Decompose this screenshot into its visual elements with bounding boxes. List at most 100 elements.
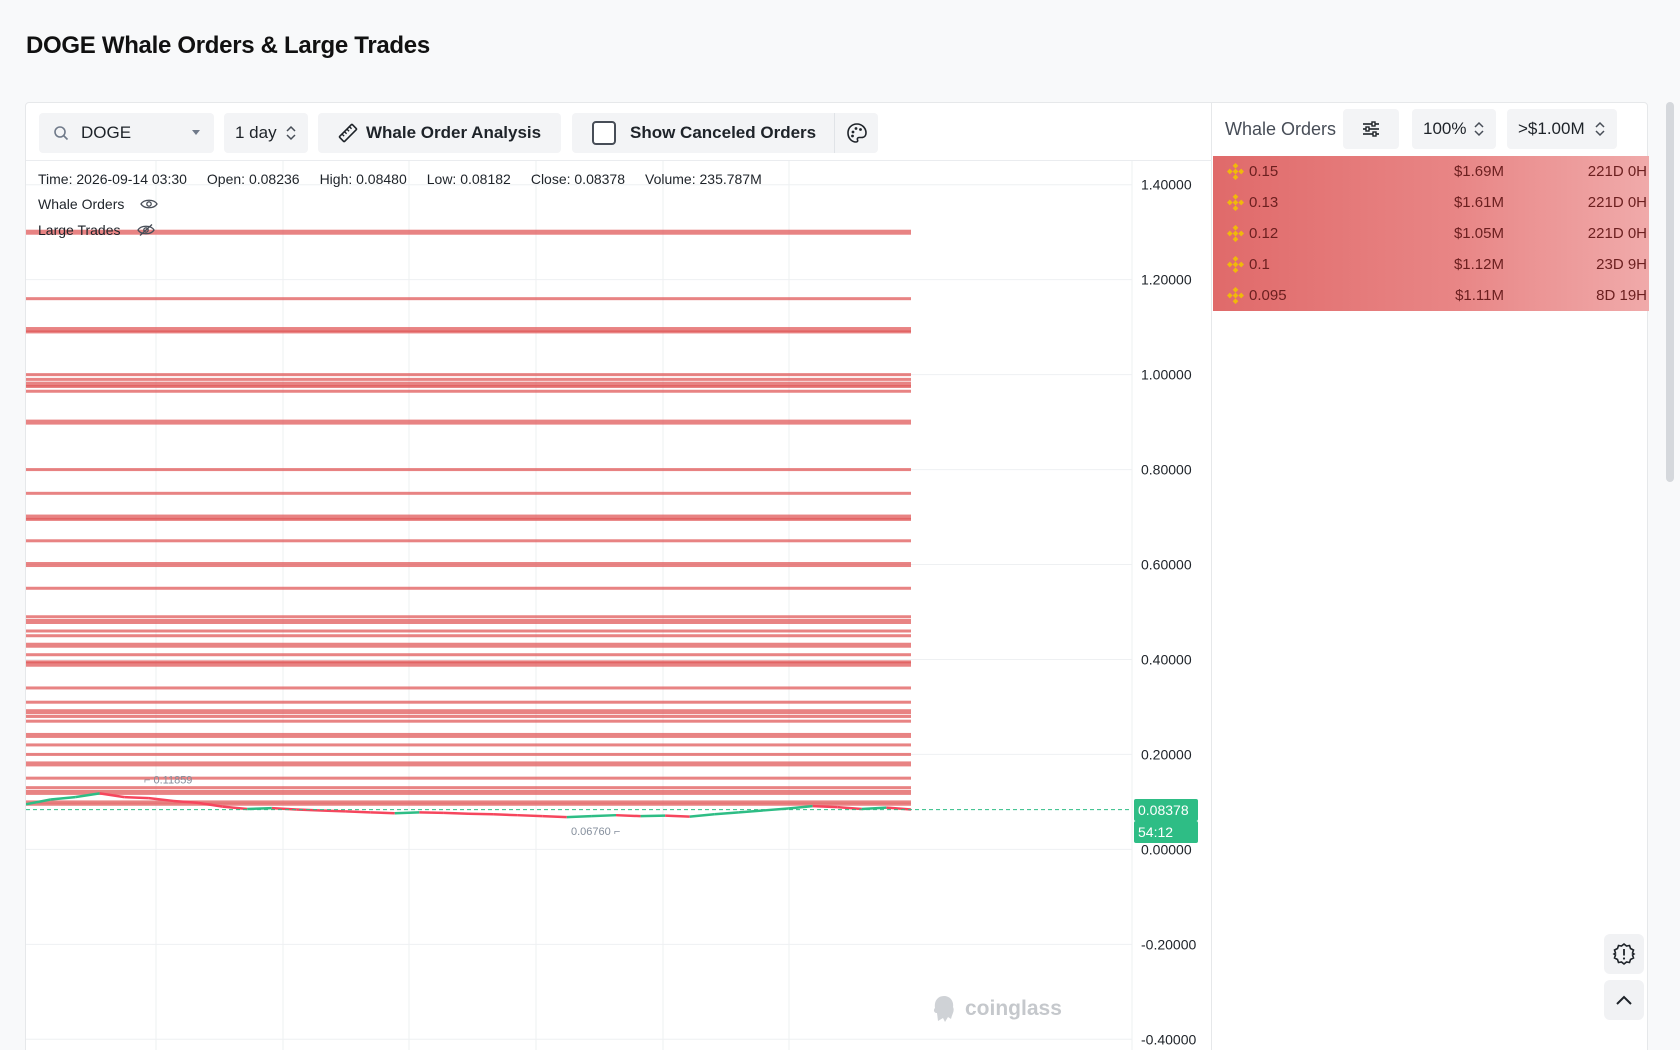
binance-icon: [1227, 225, 1244, 242]
whale-order-bar: [26, 686, 911, 690]
whale-order-bar: [26, 389, 911, 393]
legend-large-trades[interactable]: Large Trades: [38, 222, 155, 238]
price-segment: [124, 795, 149, 800]
analysis-label: Whale Order Analysis: [366, 123, 542, 142]
price-segment: [247, 806, 272, 811]
binance-icon: [1227, 194, 1244, 211]
whale-order-row[interactable]: 0.095 $1.11M 8D 19H: [1213, 280, 1649, 311]
price-segment: [665, 814, 690, 818]
ohlc-high: High: 0.08480: [319, 171, 407, 187]
canceled-checkbox[interactable]: [592, 121, 616, 145]
y-tick-label: 0.80000: [1141, 462, 1192, 478]
price-segment: [370, 811, 395, 815]
price-segment: [517, 813, 543, 818]
eye-off-icon[interactable]: [136, 223, 155, 237]
page-title: DOGE Whale Orders & Large Trades: [26, 32, 430, 59]
chart-plot[interactable]: 1.40000 1.20000 1.00000 0.80000 0.60000 0.400…: [26, 161, 1212, 1050]
whale-order-bar: [26, 800, 911, 804]
order-price: 0.1: [1249, 256, 1270, 273]
whale-order-list: 0.15 $1.69M 221D 0H 0.13 $1.61M 221D 0H 0.12 $1…: [1213, 156, 1649, 311]
whale-order-bar: [26, 385, 911, 388]
coinglass-watermark: coinglass: [931, 994, 1062, 1024]
whale-order-bar: [26, 634, 911, 638]
interval-value: 1 day: [235, 123, 277, 142]
chevron-up-icon: [1616, 995, 1632, 1005]
symbol-select[interactable]: DOGE: [39, 113, 214, 153]
price-segment: [591, 813, 617, 818]
order-age: 23D 9H: [1596, 256, 1647, 273]
y-tick-label: 1.00000: [1141, 367, 1192, 383]
whale-order-bar: [26, 514, 911, 520]
whale-order-bar: [26, 381, 911, 387]
whale-order-bar: [26, 297, 911, 301]
y-tick-label: 0.40000: [1141, 651, 1192, 667]
y-tick-label: 0.20000: [1141, 746, 1192, 762]
order-value: $1.12M: [1453, 256, 1504, 273]
coinglass-logo-icon: [933, 996, 954, 1022]
y-tick-label: 0.60000: [1141, 557, 1192, 573]
price-segment: [50, 795, 76, 801]
price-segment: [787, 804, 813, 810]
whale-orders-card: DOGE 1 day Whale Order Analysis Show Can…: [25, 102, 1649, 1050]
show-canceled-orders-toggle[interactable]: Show Canceled Orders: [572, 113, 834, 153]
whale-order-bar: [26, 653, 911, 657]
order-age: 221D 0H: [1587, 194, 1647, 211]
whale-order-row[interactable]: 0.13 $1.61M 221D 0H: [1213, 187, 1649, 218]
whale-order-bar: [26, 719, 911, 723]
ruler-icon: [338, 123, 358, 143]
whale-order-bar: [26, 752, 911, 756]
page-scrollbar[interactable]: [1666, 102, 1674, 482]
legend-large-trades-label: Large Trades: [38, 222, 121, 238]
ohlc-time: Time: 2026-09-14 03:30: [38, 171, 187, 187]
filter-settings-button[interactable]: [1343, 109, 1399, 149]
updown-icon: [286, 125, 296, 141]
feedback-button[interactable]: [1604, 934, 1644, 974]
whale-order-bar: [26, 562, 911, 568]
whale-order-bar: [26, 642, 911, 648]
high-marker: ⌐ 0.11859: [144, 774, 192, 786]
price-segment: [738, 809, 764, 814]
whale-order-row[interactable]: 0.15 $1.69M 221D 0H: [1213, 156, 1649, 187]
whale-order-analysis-button[interactable]: Whale Order Analysis: [318, 113, 561, 153]
whale-order-bar: [26, 714, 911, 718]
whale-order-bar: [26, 615, 911, 619]
ohlc-low: Low: 0.08182: [426, 171, 511, 187]
price-segment: [542, 814, 567, 819]
order-value: $1.05M: [1453, 225, 1504, 242]
eye-icon[interactable]: [140, 198, 159, 210]
min-value-select[interactable]: >$1.00M: [1507, 109, 1617, 149]
depth-percent-select[interactable]: 100%: [1412, 109, 1496, 149]
ohlc-volume: Volume: 235.787M: [645, 171, 762, 187]
whale-order-bar: [26, 743, 911, 747]
whale-order-row[interactable]: 0.1 $1.12M 23D 9H: [1213, 249, 1649, 280]
updown-icon: [1474, 121, 1484, 137]
watermark-text: coinglass: [965, 997, 1062, 1020]
whale-order-bar: [26, 229, 911, 235]
depth-percent-value: 100%: [1423, 119, 1467, 138]
price-segment: [812, 804, 838, 809]
whale-order-row[interactable]: 0.12 $1.05M 221D 0H: [1213, 218, 1649, 249]
whale-order-bar: [26, 629, 911, 633]
price-segment: [837, 805, 862, 811]
canceled-label: Show Canceled Orders: [630, 123, 817, 142]
whale-orders-header: Whale Orders 100% >$1.00M: [1213, 103, 1649, 156]
price-segment: [320, 809, 346, 813]
order-age: 8D 19H: [1596, 287, 1647, 304]
whale-order-bar: [26, 786, 911, 790]
scroll-top-button[interactable]: [1604, 980, 1644, 1020]
y-tick-label: 0.00000: [1141, 841, 1192, 857]
price-segment: [148, 796, 174, 803]
palette-button[interactable]: [834, 113, 878, 153]
price-segment: [197, 801, 223, 808]
order-value: $1.11M: [1455, 287, 1504, 304]
search-icon: [54, 126, 69, 141]
price-segment: [74, 792, 100, 799]
interval-select[interactable]: 1 day: [224, 113, 308, 153]
legend-whale-orders[interactable]: Whale Orders: [38, 196, 159, 212]
whale-order-bar: [26, 700, 911, 704]
price-segment: [861, 806, 887, 811]
binance-icon: [1227, 256, 1244, 273]
whale-order-bar: [26, 517, 911, 521]
whale-order-bar: [26, 419, 911, 425]
chart-toolbar: DOGE 1 day Whale Order Analysis Show Can…: [26, 103, 1212, 161]
